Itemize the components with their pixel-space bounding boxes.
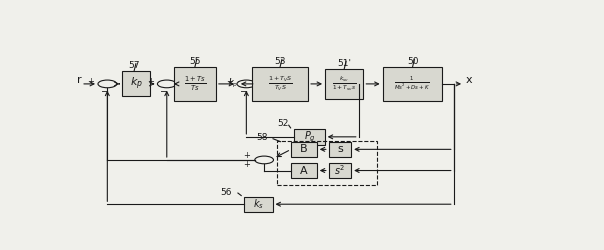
Text: $s^2$: $s^2$ [335, 164, 345, 177]
Text: 57: 57 [128, 62, 140, 70]
Text: 55: 55 [189, 57, 201, 66]
Text: 50: 50 [406, 57, 419, 66]
FancyBboxPatch shape [174, 67, 216, 101]
Text: −: − [240, 87, 248, 97]
FancyBboxPatch shape [122, 72, 150, 96]
Text: −: − [101, 87, 109, 97]
FancyBboxPatch shape [382, 67, 443, 101]
Text: +: + [243, 151, 250, 160]
FancyBboxPatch shape [291, 163, 317, 178]
Text: $P_g$: $P_g$ [304, 130, 315, 144]
Text: $\frac{k_{sv}}{1+T_{sv}s}$: $\frac{k_{sv}}{1+T_{sv}s}$ [332, 75, 356, 93]
FancyBboxPatch shape [294, 129, 325, 145]
Text: s: s [337, 144, 343, 154]
Text: r: r [77, 75, 82, 85]
Text: $k_s$: $k_s$ [252, 197, 263, 211]
FancyBboxPatch shape [325, 69, 364, 99]
FancyBboxPatch shape [291, 142, 317, 157]
Text: +: + [226, 76, 233, 86]
Text: 58: 58 [256, 133, 268, 142]
FancyBboxPatch shape [252, 67, 308, 101]
Text: $\frac{1+T_VS}{T_VS}$: $\frac{1+T_VS}{T_VS}$ [268, 74, 292, 93]
FancyBboxPatch shape [329, 142, 351, 157]
Text: 52: 52 [277, 119, 288, 128]
Text: +: + [88, 76, 94, 86]
Text: +: + [243, 160, 250, 169]
Text: B: B [300, 144, 308, 154]
FancyBboxPatch shape [243, 196, 272, 212]
Text: +: + [147, 76, 154, 86]
Text: $\frac{1}{Ms^2+Ds+K}$: $\frac{1}{Ms^2+Ds+K}$ [394, 75, 431, 92]
Text: $k_p$: $k_p$ [130, 76, 143, 92]
Text: x: x [466, 75, 472, 85]
Text: $\frac{1+Ts}{Ts}$: $\frac{1+Ts}{Ts}$ [184, 75, 206, 93]
Text: A: A [300, 166, 308, 175]
Text: 53: 53 [274, 57, 286, 66]
Text: −: − [161, 87, 169, 97]
Text: 51': 51' [337, 59, 351, 68]
Text: $k_p$·: $k_p$· [228, 77, 240, 90]
Text: 56: 56 [220, 188, 232, 196]
FancyBboxPatch shape [329, 163, 351, 178]
